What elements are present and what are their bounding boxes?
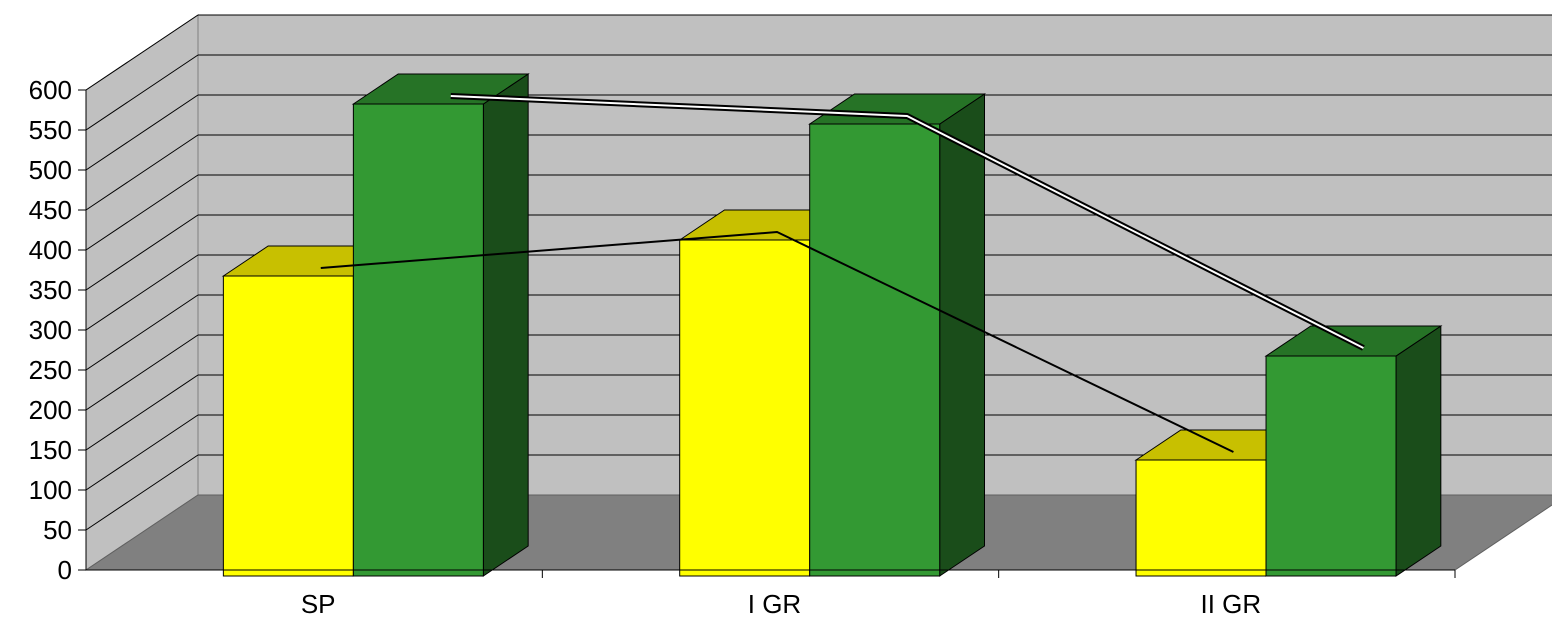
bar-front: [222, 275, 354, 577]
trend-line: [320, 231, 1234, 453]
gridline-side: [85, 334, 199, 411]
y-tick-label: 350: [29, 275, 72, 305]
y-tick-label: 600: [29, 75, 72, 105]
bar-side: [939, 93, 985, 577]
y-tick-label: 150: [29, 435, 72, 465]
gridline-side: [85, 134, 199, 211]
y-tick-label: 250: [29, 355, 72, 385]
axes: 0 50 100 150 200 250 300 350 400 450 500 550 600 SP I …: [29, 75, 1456, 617]
x-tick-label: II GR: [1200, 589, 1261, 617]
gridline-side: [85, 294, 199, 371]
bar-front: [352, 103, 484, 577]
bar: [808, 93, 987, 577]
y-tick-label: 300: [29, 315, 72, 345]
gridline-side: [85, 214, 199, 291]
bar-front: [1135, 459, 1267, 577]
y-tick-label: 400: [29, 235, 72, 265]
bars: [221, 73, 1443, 577]
gridline-side: [85, 414, 199, 491]
bar: [1264, 325, 1443, 577]
x-tick-label: I GR: [748, 589, 801, 617]
trend-lines: [320, 93, 1365, 453]
bar-front: [809, 123, 941, 577]
y-tick-label: 550: [29, 115, 72, 145]
x-tick-label: SP: [301, 589, 336, 617]
y-tick-label: 100: [29, 475, 72, 505]
trend-line-inner: [450, 95, 1364, 349]
bar-front: [1265, 355, 1397, 577]
gridline-side: [85, 374, 199, 451]
bar-front: [679, 239, 811, 577]
gridline-side: [85, 254, 199, 331]
y-tick-label: 450: [29, 195, 72, 225]
y-tick-label: 500: [29, 155, 72, 185]
bar-side: [482, 73, 529, 577]
gridline-side: [85, 174, 199, 251]
y-tick-label: 50: [43, 515, 72, 545]
bar-side: [1395, 325, 1442, 577]
bar: [351, 73, 530, 577]
gridline-side: [85, 14, 199, 91]
gridline-side: [85, 454, 199, 531]
y-tick-label: 0: [58, 555, 72, 585]
gridline-side: [85, 54, 199, 131]
y-tick-label: 200: [29, 395, 72, 425]
gridline-side: [85, 94, 199, 171]
